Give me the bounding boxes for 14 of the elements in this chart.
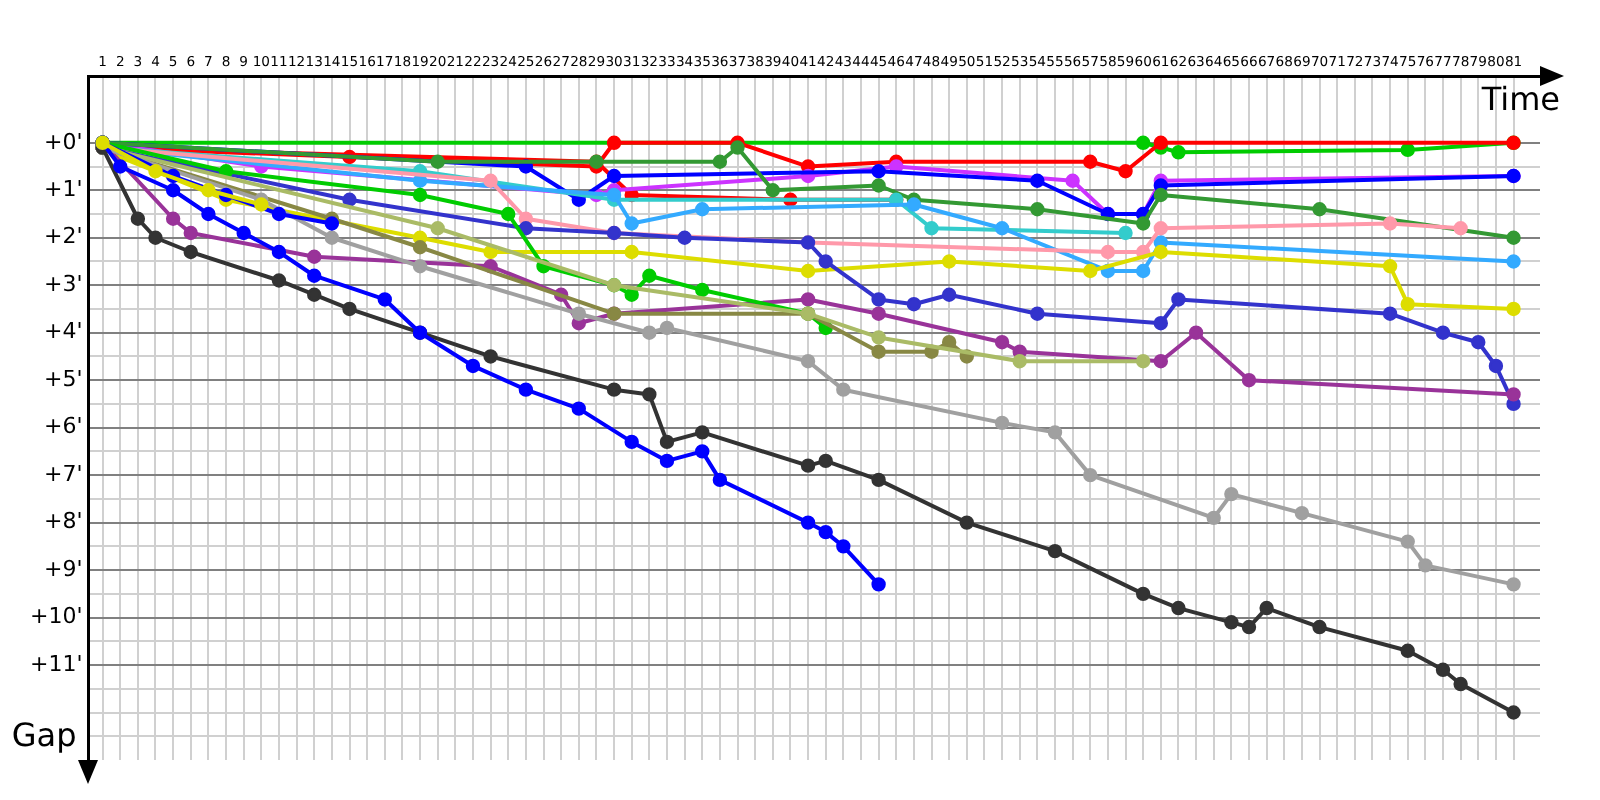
y-tick-label: +3' [43, 270, 83, 297]
x-axis-title: Time [1481, 80, 1560, 119]
y-tick-label: +7' [43, 460, 83, 487]
y-tick-label: +0' [43, 128, 83, 155]
y-axis-title: Gap [11, 716, 77, 754]
y-tick-label: +10' [29, 603, 83, 630]
y-tick-label: +4' [43, 318, 83, 345]
y-tick-label: +8' [43, 508, 83, 535]
y-tick-label: +11' [29, 650, 83, 677]
y-tick-label: +6' [43, 413, 83, 440]
y-tick-label: +9' [43, 555, 83, 582]
y-tick-label: +5' [43, 365, 83, 392]
y-tick-label: +1' [43, 175, 83, 202]
y-tick-label: +2' [43, 223, 83, 250]
